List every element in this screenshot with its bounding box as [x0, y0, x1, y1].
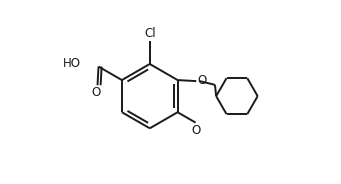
Text: Cl: Cl	[144, 27, 155, 40]
Text: O: O	[197, 74, 206, 87]
Text: O: O	[92, 86, 101, 99]
Text: O: O	[191, 124, 201, 137]
Text: HO: HO	[63, 57, 81, 70]
